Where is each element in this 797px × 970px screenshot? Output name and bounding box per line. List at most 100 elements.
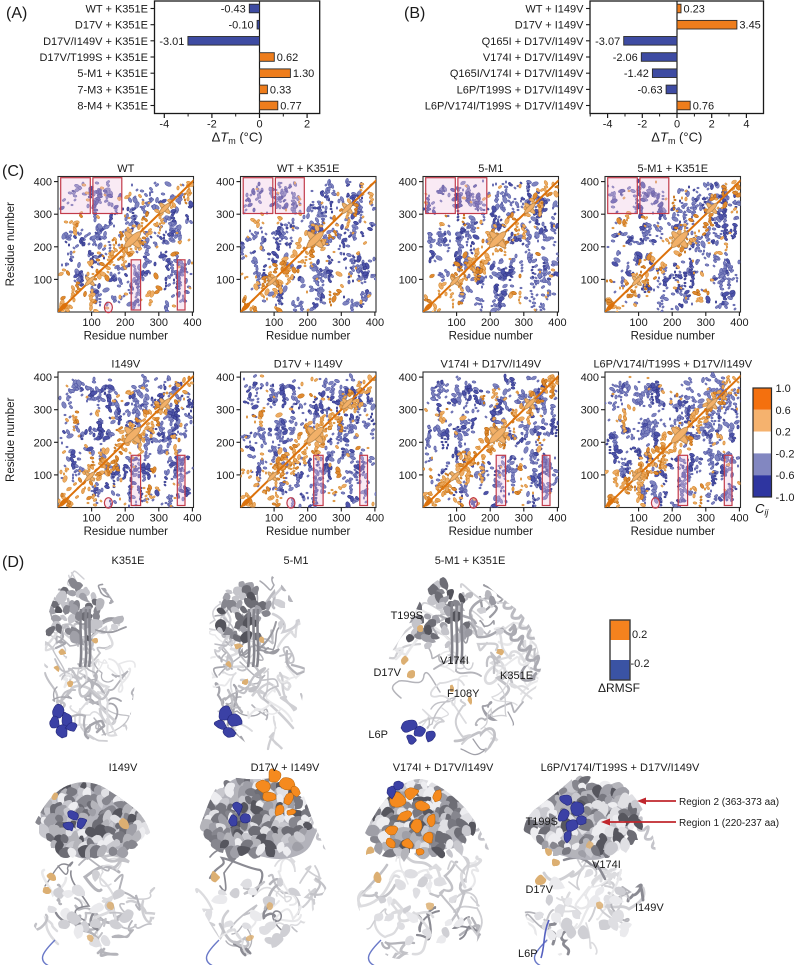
svg-text:100: 100: [34, 274, 52, 286]
svg-text:-3.01: -3.01: [159, 36, 184, 48]
svg-text:ΔTm (°C): ΔTm (°C): [212, 130, 263, 147]
svg-text:F108Y: F108Y: [447, 688, 480, 700]
svg-text:400: 400: [581, 372, 599, 384]
svg-text:300: 300: [515, 317, 533, 329]
svg-text:300: 300: [399, 405, 417, 417]
svg-text:400: 400: [730, 513, 748, 525]
svg-text:-1.42: -1.42: [624, 68, 649, 80]
svg-text:200: 200: [481, 513, 499, 525]
svg-text:L6P: L6P: [518, 948, 538, 960]
svg-text:(D): (D): [2, 554, 24, 571]
svg-text:100: 100: [216, 274, 234, 286]
svg-text:200: 200: [581, 437, 599, 449]
svg-text:-0.2: -0.2: [631, 658, 650, 670]
svg-text:0.33: 0.33: [270, 84, 291, 96]
svg-text:-0.6: -0.6: [776, 470, 795, 482]
svg-text:300: 300: [581, 405, 599, 417]
svg-text:0.77: 0.77: [280, 101, 301, 113]
svg-text:200: 200: [34, 437, 52, 449]
svg-text:300: 300: [332, 317, 350, 329]
svg-text:D17V/I149V + K351E: D17V/I149V + K351E: [43, 36, 148, 48]
svg-text:200: 200: [116, 513, 134, 525]
svg-text:300: 300: [34, 405, 52, 417]
svg-text:100: 100: [629, 317, 647, 329]
svg-text:L6P/V174I/T199S + D17V/I149V: L6P/V174I/T199S + D17V/I149V: [541, 762, 700, 774]
svg-text:100: 100: [34, 470, 52, 482]
svg-text:0.62: 0.62: [277, 52, 298, 64]
svg-text:300: 300: [34, 209, 52, 221]
svg-text:100: 100: [399, 274, 417, 286]
svg-text:-2: -2: [637, 119, 647, 131]
svg-text:200: 200: [216, 437, 234, 449]
svg-text:1.0: 1.0: [776, 383, 791, 395]
svg-text:L6P: L6P: [368, 729, 388, 741]
svg-text:8-M4 + K351E: 8-M4 + K351E: [77, 101, 148, 113]
svg-text:Residue number: Residue number: [266, 526, 351, 538]
svg-text:L6P/T199S + D17V/I149V: L6P/T199S + D17V/I149V: [457, 84, 585, 96]
svg-text:-2: -2: [207, 119, 217, 131]
svg-text:100: 100: [581, 470, 599, 482]
svg-text:0.23: 0.23: [684, 4, 705, 16]
svg-text:-0.2: -0.2: [776, 448, 795, 460]
svg-text:D17V + I149V: D17V + I149V: [274, 359, 343, 371]
svg-text:D17V: D17V: [525, 884, 553, 896]
svg-text:I149V: I149V: [111, 359, 140, 371]
svg-text:400: 400: [216, 372, 234, 384]
svg-text:300: 300: [697, 513, 715, 525]
svg-text:Region 2 (363-373 aa): Region 2 (363-373 aa): [679, 797, 779, 808]
svg-text:200: 200: [34, 242, 52, 254]
svg-text:0.2: 0.2: [776, 427, 791, 439]
svg-text:400: 400: [183, 513, 201, 525]
svg-text:400: 400: [399, 372, 417, 384]
svg-text:100: 100: [265, 513, 283, 525]
svg-text:Residue number: Residue number: [449, 331, 534, 343]
svg-text:0.76: 0.76: [693, 101, 714, 113]
svg-text:-2.06: -2.06: [613, 52, 638, 64]
svg-text:400: 400: [34, 372, 52, 384]
svg-text:D17V + I149V: D17V + I149V: [515, 20, 584, 32]
svg-text:3.45: 3.45: [739, 20, 760, 32]
svg-text:300: 300: [150, 317, 168, 329]
svg-text:WT: WT: [117, 163, 134, 175]
svg-text:5-M1: 5-M1: [283, 555, 308, 567]
svg-text:D17V + I149V: D17V + I149V: [251, 762, 320, 774]
svg-text:100: 100: [399, 470, 417, 482]
svg-text:400: 400: [548, 317, 566, 329]
svg-text:5-M1: 5-M1: [478, 163, 503, 175]
svg-text:100: 100: [216, 470, 234, 482]
svg-text:400: 400: [34, 177, 52, 189]
svg-text:ΔTm (°C): ΔTm (°C): [651, 130, 702, 147]
svg-text:300: 300: [697, 317, 715, 329]
svg-text:-1.0: -1.0: [776, 492, 795, 504]
svg-text:-0.63: -0.63: [638, 84, 663, 96]
svg-text:200: 200: [581, 242, 599, 254]
svg-text:V174I + D17V/I149V: V174I + D17V/I149V: [483, 52, 584, 64]
svg-text:WT + I149V: WT + I149V: [525, 4, 584, 16]
svg-text:100: 100: [447, 317, 465, 329]
svg-text:1.30: 1.30: [293, 68, 314, 80]
svg-text:(C): (C): [2, 163, 24, 180]
svg-text:7-M3 + K351E: 7-M3 + K351E: [77, 84, 148, 96]
svg-text:Residue number: Residue number: [631, 526, 716, 538]
svg-text:200: 200: [481, 317, 499, 329]
svg-text:100: 100: [629, 513, 647, 525]
svg-text:200: 200: [663, 513, 681, 525]
svg-text:K351E: K351E: [500, 670, 533, 682]
svg-text:400: 400: [366, 513, 384, 525]
svg-text:Residue number: Residue number: [84, 526, 169, 538]
svg-text:300: 300: [332, 513, 350, 525]
svg-text:5-M1 + K351E: 5-M1 + K351E: [637, 163, 708, 175]
svg-text:2: 2: [304, 119, 310, 131]
svg-text:0.6: 0.6: [776, 405, 791, 417]
svg-text:L6P/V174I/T199S + D17V/I149V: L6P/V174I/T199S + D17V/I149V: [593, 359, 752, 371]
svg-text:ΔRMSF: ΔRMSF: [598, 681, 640, 695]
svg-text:Residue number: Residue number: [266, 331, 351, 343]
svg-text:100: 100: [581, 274, 599, 286]
svg-text:-4: -4: [603, 119, 613, 131]
svg-text:I149V: I149V: [109, 762, 138, 774]
svg-text:400: 400: [399, 177, 417, 189]
svg-text:WT + K351E: WT + K351E: [86, 4, 148, 16]
svg-text:200: 200: [399, 437, 417, 449]
svg-text:200: 200: [116, 317, 134, 329]
svg-text:200: 200: [299, 513, 317, 525]
